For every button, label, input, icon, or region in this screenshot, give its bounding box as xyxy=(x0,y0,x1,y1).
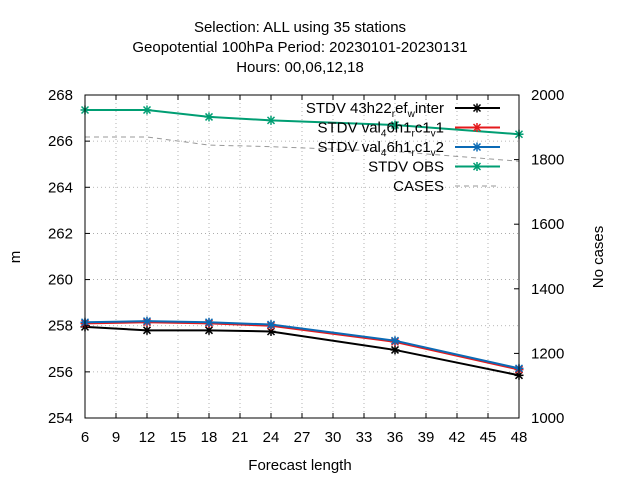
legend-marker xyxy=(472,103,482,113)
x-tick-label: 39 xyxy=(418,429,435,446)
x-tick-label: 33 xyxy=(356,429,373,446)
y-tick-label: 256 xyxy=(48,364,73,381)
x-tick-label: 30 xyxy=(325,429,342,446)
x-tick-label: 27 xyxy=(294,429,311,446)
data-point xyxy=(266,320,276,330)
y2-tick-label: 1400 xyxy=(531,281,564,298)
title-line: Hours: 00,06,12,18 xyxy=(236,59,364,76)
x-tick-label: 12 xyxy=(139,429,156,446)
x-axis: 6 9 12 15 18 21 24 27 30 33 36 39 42 45 48 xyxy=(81,95,528,446)
y2-tick-label: 2000 xyxy=(531,87,564,104)
x-tick-label: 42 xyxy=(449,429,466,446)
legend-label: STDV val46h1rc1v1 xyxy=(318,120,444,140)
data-point xyxy=(142,316,152,326)
chart-title: Selection: ALL using 35 stations Geopoten… xyxy=(132,19,467,76)
plot-area xyxy=(85,95,519,418)
y-tick-label: 258 xyxy=(48,318,73,335)
y2-axis-label: No cases xyxy=(590,226,607,289)
y2-tick-label: 1600 xyxy=(531,216,564,233)
y-tick-label: 264 xyxy=(48,179,73,196)
legend-label: STDV val46h1rc1v2 xyxy=(318,139,444,159)
x-tick-label: 6 xyxy=(81,429,89,446)
data-point xyxy=(142,325,152,335)
legend-label: STDV OBS xyxy=(368,159,444,176)
data-point xyxy=(204,325,214,335)
series-line-1 xyxy=(84,321,520,371)
series-line-0 xyxy=(84,325,520,377)
data-point xyxy=(266,115,276,125)
grid xyxy=(85,95,519,418)
legend-marker xyxy=(472,123,482,132)
y-tick-label: 254 xyxy=(48,410,73,427)
series-layer xyxy=(80,105,524,380)
data-point xyxy=(142,105,152,115)
data-point xyxy=(390,120,400,130)
y2-axis: 1000 1200 1400 1600 1800 2000 xyxy=(514,87,564,427)
data-point xyxy=(390,345,400,355)
data-point xyxy=(204,112,214,122)
legend-label: CASES xyxy=(393,178,444,195)
legend-marker xyxy=(472,162,482,171)
x-tick-label: 48 xyxy=(511,429,528,446)
x-tick-label: 18 xyxy=(201,429,218,446)
y2-tick-label: 1000 xyxy=(531,410,564,427)
data-point xyxy=(390,336,400,346)
data-point xyxy=(204,317,214,327)
series-line-3 xyxy=(85,109,520,136)
x-tick-label: 15 xyxy=(170,429,187,446)
x-tick-label: 36 xyxy=(387,429,404,446)
x-tick-label: 9 xyxy=(112,429,120,446)
y-tick-label: 266 xyxy=(48,133,73,150)
x-tick-label: 24 xyxy=(263,429,280,446)
title-line: Selection: ALL using 35 stations xyxy=(194,19,406,36)
y-tick-label: 268 xyxy=(48,87,73,104)
series-line-2 xyxy=(84,320,520,370)
y-tick-label: 262 xyxy=(48,225,73,242)
y-axis: 254 256 258 260 262 264 266 268 xyxy=(48,87,90,427)
legend-label: STDV 43h22refwinter xyxy=(306,100,444,120)
title-line: Geopotential 100hPa Period: 20230101-202… xyxy=(132,39,467,56)
x-tick-label: 21 xyxy=(232,429,249,446)
y2-tick-label: 1800 xyxy=(531,152,564,169)
y-tick-label: 260 xyxy=(48,272,73,289)
x-axis-label: Forecast length xyxy=(248,457,351,474)
y-axis-label: m xyxy=(7,251,24,264)
x-tick-label: 45 xyxy=(480,429,497,446)
y2-tick-label: 1200 xyxy=(531,345,564,362)
legend-marker xyxy=(472,142,482,152)
series-line-4 xyxy=(85,136,520,162)
